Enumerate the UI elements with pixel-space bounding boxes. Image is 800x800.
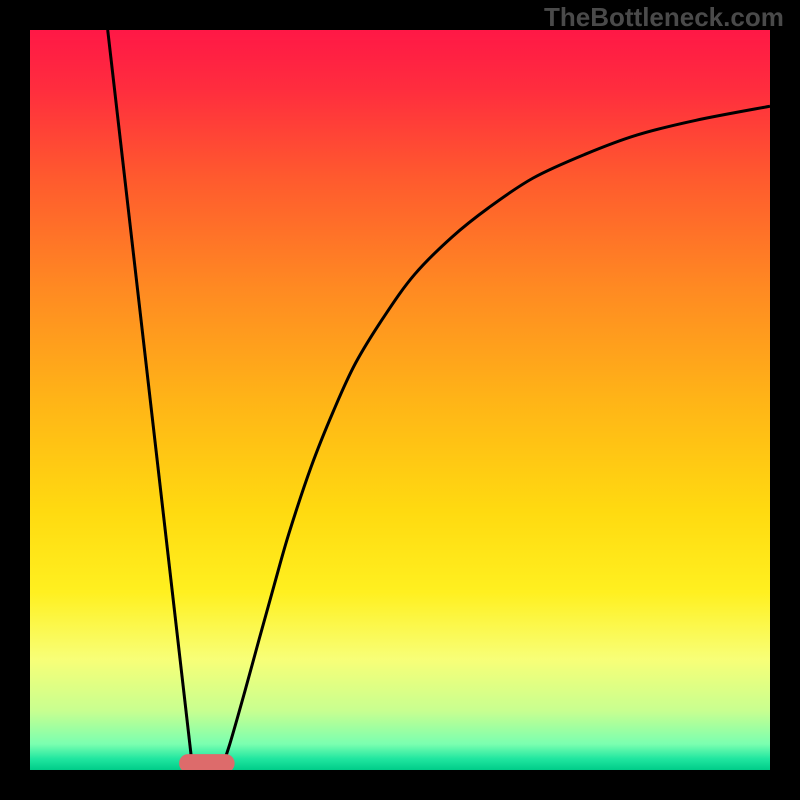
plot-area: [30, 30, 770, 770]
bottleneck-marker: [179, 754, 235, 770]
chart-container: TheBottleneck.com: [0, 0, 800, 800]
chart-svg: [30, 30, 770, 770]
gradient-background: [30, 30, 770, 770]
watermark-text: TheBottleneck.com: [544, 2, 784, 33]
